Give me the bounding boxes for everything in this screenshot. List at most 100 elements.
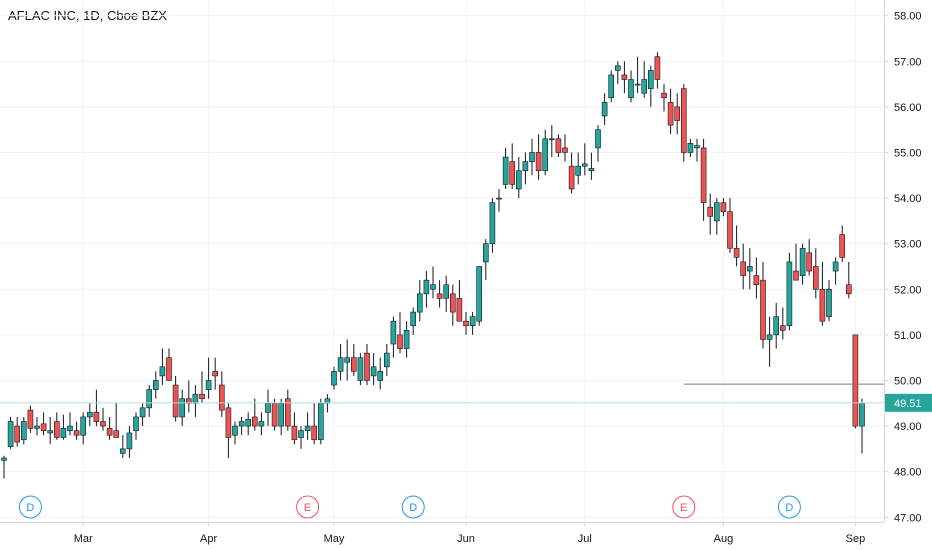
candle[interactable] xyxy=(265,389,271,427)
candle[interactable] xyxy=(482,239,489,281)
candle[interactable] xyxy=(53,412,60,440)
candle[interactable] xyxy=(172,375,179,422)
candle[interactable] xyxy=(34,416,40,436)
candle[interactable] xyxy=(581,143,588,176)
candle[interactable] xyxy=(377,357,384,390)
candle[interactable] xyxy=(766,316,773,367)
candle[interactable] xyxy=(93,389,100,427)
candle[interactable] xyxy=(199,371,205,404)
candle[interactable] xyxy=(443,275,450,313)
candle[interactable] xyxy=(694,138,700,162)
candle[interactable] xyxy=(509,143,516,189)
candle[interactable] xyxy=(212,357,218,390)
candle[interactable] xyxy=(331,366,337,390)
candle[interactable] xyxy=(133,412,139,440)
candle[interactable] xyxy=(588,152,595,180)
candle[interactable] xyxy=(786,252,793,331)
candle[interactable] xyxy=(14,416,20,447)
candle[interactable] xyxy=(416,280,423,322)
candle[interactable] xyxy=(139,403,146,427)
candle[interactable] xyxy=(166,348,172,381)
candle[interactable] xyxy=(634,56,641,94)
candle[interactable] xyxy=(555,134,562,158)
candle[interactable] xyxy=(344,339,351,381)
candle[interactable] xyxy=(357,353,364,386)
candle[interactable] xyxy=(740,243,747,290)
candle[interactable] xyxy=(562,134,568,162)
candle[interactable] xyxy=(661,84,667,112)
candle[interactable] xyxy=(291,412,298,445)
candle[interactable] xyxy=(179,389,185,427)
candle[interactable] xyxy=(364,344,370,386)
candle[interactable] xyxy=(298,426,304,449)
candle[interactable] xyxy=(159,348,166,386)
candle[interactable] xyxy=(192,385,199,417)
candle[interactable] xyxy=(628,70,634,103)
candle[interactable] xyxy=(568,152,575,194)
candle[interactable] xyxy=(806,239,813,276)
candle[interactable] xyxy=(403,321,410,358)
candle[interactable] xyxy=(423,271,430,308)
candle[interactable] xyxy=(205,357,212,399)
candle[interactable] xyxy=(337,344,344,381)
candle[interactable] xyxy=(502,147,509,189)
earnings-event-marker[interactable]: E xyxy=(672,495,696,519)
candle[interactable] xyxy=(449,284,456,326)
candle[interactable] xyxy=(186,380,192,413)
candle[interactable] xyxy=(390,316,397,358)
candle[interactable] xyxy=(311,403,318,445)
candle[interactable] xyxy=(799,243,806,285)
candle[interactable] xyxy=(713,198,720,235)
candle[interactable] xyxy=(812,248,819,299)
candle[interactable] xyxy=(601,93,608,126)
candle[interactable] xyxy=(542,129,549,176)
candle[interactable] xyxy=(522,152,529,185)
candle[interactable] xyxy=(826,280,832,322)
candle[interactable] xyxy=(284,389,291,431)
candle[interactable] xyxy=(456,280,463,322)
candle[interactable] xyxy=(548,125,555,158)
candle[interactable] xyxy=(753,257,760,299)
candle[interactable] xyxy=(153,371,159,399)
candle[interactable] xyxy=(436,280,443,308)
candle[interactable] xyxy=(258,412,265,436)
candle[interactable] xyxy=(852,334,859,429)
candle[interactable] xyxy=(225,403,232,458)
candle[interactable] xyxy=(271,398,278,431)
candle[interactable] xyxy=(370,353,377,386)
candle[interactable] xyxy=(773,302,780,349)
candle[interactable] xyxy=(73,421,80,440)
candle[interactable] xyxy=(67,412,73,436)
candle[interactable] xyxy=(647,65,654,107)
candle[interactable] xyxy=(674,93,681,135)
dividend-event-marker[interactable]: D xyxy=(18,495,42,519)
candle[interactable] xyxy=(707,193,714,235)
candle[interactable] xyxy=(350,344,357,376)
candle[interactable] xyxy=(238,416,245,436)
candle[interactable] xyxy=(20,416,27,445)
candle[interactable] xyxy=(746,248,753,290)
candle[interactable] xyxy=(687,138,694,158)
candle[interactable] xyxy=(60,414,67,440)
candle[interactable] xyxy=(7,416,14,449)
candle[interactable] xyxy=(529,138,535,176)
candle[interactable] xyxy=(720,198,727,217)
candle[interactable] xyxy=(252,398,258,431)
candle[interactable] xyxy=(232,421,238,445)
candle[interactable] xyxy=(27,405,34,433)
candle[interactable] xyxy=(87,403,93,427)
candle[interactable] xyxy=(317,398,324,445)
candle[interactable] xyxy=(733,225,740,267)
candle[interactable] xyxy=(535,134,542,180)
candle[interactable] xyxy=(845,261,852,299)
candle[interactable] xyxy=(430,266,436,299)
candle[interactable] xyxy=(146,385,152,417)
candle[interactable] xyxy=(410,307,417,335)
dividend-event-marker[interactable]: D xyxy=(777,495,801,519)
candle[interactable] xyxy=(120,435,126,458)
candle[interactable] xyxy=(397,312,403,354)
candle[interactable] xyxy=(278,398,285,436)
candle[interactable] xyxy=(1,455,7,479)
candle[interactable] xyxy=(304,412,311,440)
